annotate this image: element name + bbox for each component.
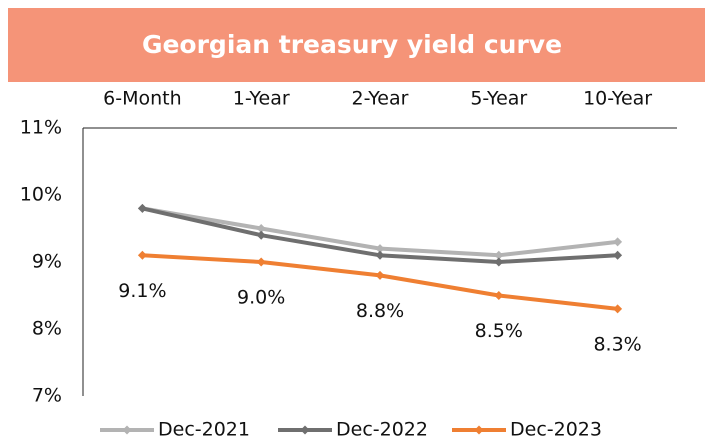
data-label: 9.1% xyxy=(118,280,166,302)
data-label: 8.5% xyxy=(475,320,523,342)
data-label: 9.0% xyxy=(237,287,285,309)
legend-label: Dec-2021 xyxy=(158,419,250,441)
y-tick-label: 9% xyxy=(32,251,62,273)
x-tick-label: 5-Year xyxy=(470,88,527,110)
y-tick-label: 7% xyxy=(32,385,62,407)
data-label: 8.3% xyxy=(593,333,641,355)
y-tick-label: 8% xyxy=(32,318,62,340)
legend-marker xyxy=(122,425,132,435)
marker xyxy=(613,237,623,247)
x-tick-label: 10-Year xyxy=(583,88,652,110)
marker xyxy=(137,250,147,260)
marker xyxy=(494,250,504,260)
legend-label: Dec-2023 xyxy=(510,419,602,441)
chart-title: Georgian treasury yield curve xyxy=(142,30,562,59)
marker xyxy=(613,250,623,260)
legend-marker xyxy=(474,425,484,435)
marker xyxy=(375,250,385,260)
data-label: 8.8% xyxy=(356,300,404,322)
marker xyxy=(494,291,504,300)
marker xyxy=(137,203,147,213)
y-tick-label: 11% xyxy=(20,117,62,139)
legend-marker xyxy=(300,425,310,435)
marker xyxy=(256,224,266,233)
marker xyxy=(375,244,385,254)
x-tick-label: 1-Year xyxy=(233,88,290,110)
x-tick-label: 2-Year xyxy=(352,88,409,110)
title-banner xyxy=(8,8,705,82)
marker xyxy=(256,257,266,267)
legend-label: Dec-2022 xyxy=(336,419,428,441)
marker xyxy=(494,257,504,267)
marker xyxy=(613,304,623,314)
marker xyxy=(375,270,385,280)
x-tick-label: 6-Month xyxy=(103,88,182,110)
marker xyxy=(256,230,266,240)
y-tick-label: 10% xyxy=(20,184,62,206)
